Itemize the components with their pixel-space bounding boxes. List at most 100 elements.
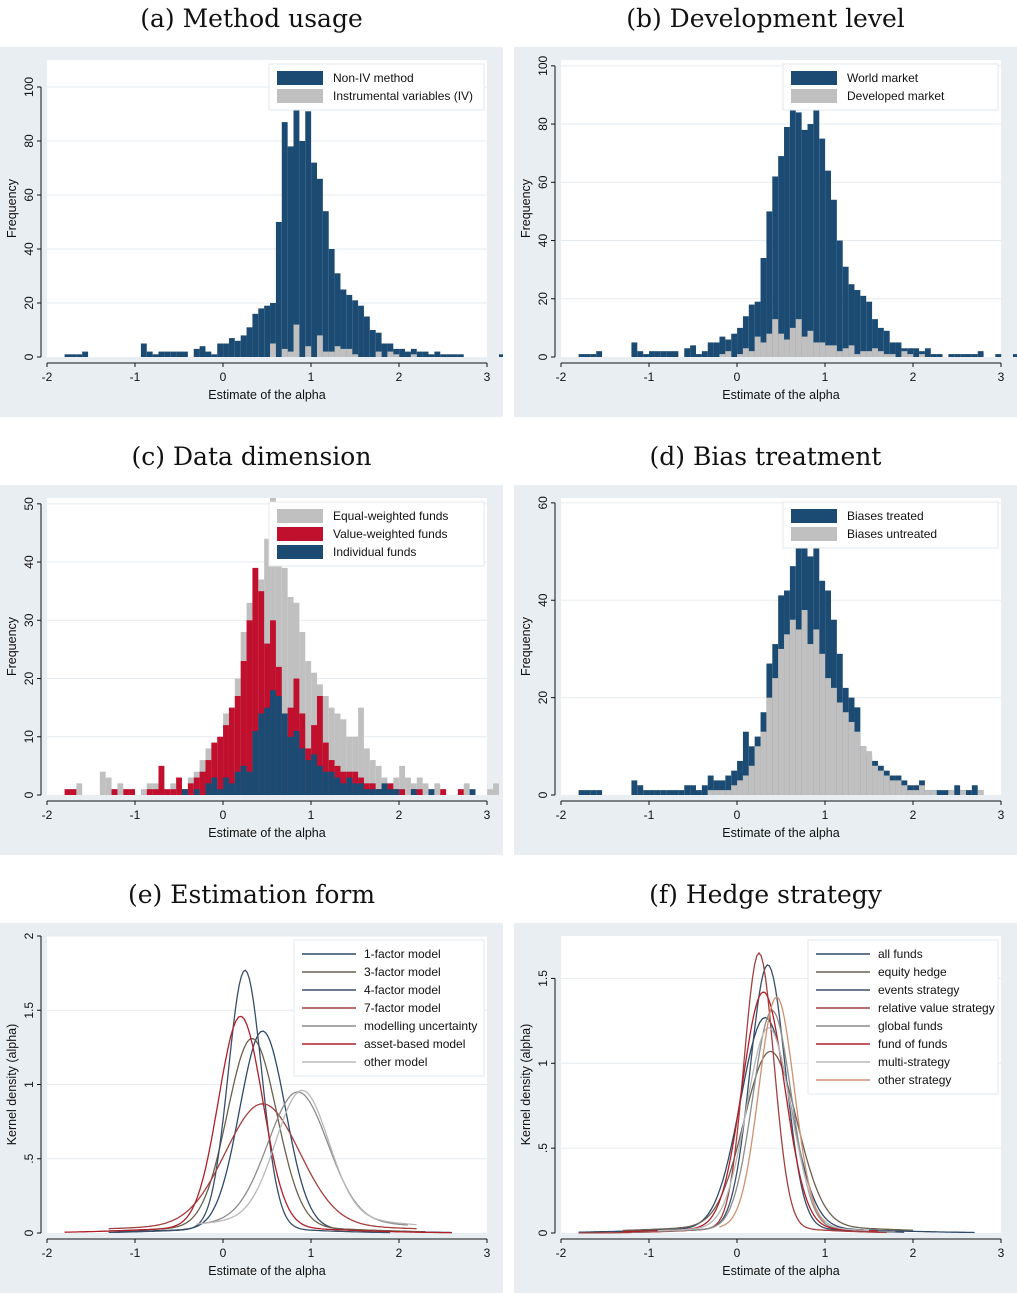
bar — [363, 789, 370, 795]
bar — [919, 785, 925, 795]
x-tick-label: -2 — [556, 1246, 567, 1260]
bar — [287, 597, 294, 795]
x-tick-label: 1 — [822, 370, 829, 384]
bar — [117, 783, 124, 795]
y-tick-label: .5 — [536, 1143, 550, 1153]
bar — [713, 790, 720, 795]
x-tick-label: -2 — [42, 1246, 53, 1260]
legend-label: relative value strategy — [878, 1001, 995, 1015]
y-axis-label: Kernel density (alpha) — [519, 1024, 533, 1146]
bar — [70, 789, 77, 795]
bar — [895, 780, 902, 795]
bar — [316, 696, 323, 795]
bar — [813, 342, 820, 357]
chart-panel-a: 0 20 40 60 80 100 -2 -1 0 1 2 3 Estimate of the alph… — [0, 47, 503, 417]
bar — [76, 783, 83, 795]
bar — [643, 790, 650, 795]
legend-label: 7-factor model — [364, 1001, 441, 1015]
bar — [387, 789, 394, 795]
bar — [228, 338, 235, 357]
bar — [405, 351, 411, 357]
panel-title-e: (e) Estimation form — [127, 880, 376, 909]
bar — [654, 351, 661, 357]
bar — [807, 330, 814, 357]
bar — [352, 783, 359, 795]
bar — [954, 354, 961, 357]
y-tick-label: 20 — [22, 296, 36, 310]
x-tick-label: 0 — [220, 808, 227, 822]
bar — [293, 324, 300, 357]
bar — [690, 345, 696, 357]
series-0 — [64, 97, 503, 358]
bar — [334, 273, 341, 357]
legend-label: multi-strategy — [878, 1055, 950, 1069]
series-2 — [181, 690, 476, 795]
bar — [924, 790, 931, 795]
bar — [965, 790, 972, 795]
x-tick-label: -1 — [130, 808, 141, 822]
bar — [146, 351, 153, 357]
x-tick-label: 2 — [910, 370, 917, 384]
bar — [866, 301, 873, 357]
bar — [825, 170, 831, 357]
bar — [293, 97, 300, 358]
bar — [672, 351, 679, 357]
bar — [352, 771, 359, 795]
bar — [801, 609, 808, 795]
bar — [789, 619, 796, 795]
bar — [883, 775, 890, 795]
bar — [772, 678, 779, 795]
density-line — [64, 1015, 452, 1234]
y-tick-label: 1.5 — [22, 1002, 36, 1019]
y-tick-label: 80 — [22, 134, 36, 148]
bar — [322, 211, 329, 357]
bar — [405, 777, 411, 795]
bar — [737, 780, 743, 795]
y-tick-label: 50 — [22, 497, 36, 511]
bar — [748, 304, 755, 357]
bar — [270, 690, 276, 795]
legend-key — [277, 545, 323, 559]
y-tick-label: 0 — [22, 353, 36, 360]
legend-label: all funds — [878, 947, 923, 961]
bar — [719, 336, 726, 357]
bar — [889, 354, 896, 357]
bar — [211, 777, 218, 795]
bar — [498, 354, 503, 357]
y-tick-label: 60 — [536, 496, 550, 510]
bar — [246, 327, 253, 357]
x-tick-label: -2 — [556, 370, 567, 384]
bar — [977, 351, 984, 357]
bar — [328, 707, 335, 795]
bar — [228, 707, 235, 795]
chart-panel-d: 0 20 40 60 -2 -1 0 1 2 3 Estimate of the alpha Freq… — [514, 485, 1017, 855]
bar — [399, 765, 406, 795]
bar — [707, 790, 714, 795]
bar — [375, 765, 382, 795]
bar — [381, 343, 388, 357]
bar — [322, 351, 329, 357]
bar — [381, 783, 388, 795]
legend-key — [791, 509, 837, 523]
y-tick-label: 2 — [22, 932, 36, 939]
bar — [457, 789, 464, 795]
bar — [954, 785, 961, 795]
x-tick-label: 2 — [396, 1246, 403, 1260]
bar — [369, 789, 376, 795]
bar — [836, 240, 843, 357]
bar — [223, 343, 229, 357]
bar — [140, 789, 147, 795]
bar — [287, 736, 294, 795]
bar — [948, 790, 955, 795]
bar — [346, 777, 353, 795]
bar — [883, 354, 890, 357]
y-axis-label: Kernel density (alpha) — [5, 1024, 19, 1146]
bar — [258, 591, 265, 795]
bar — [654, 790, 661, 795]
bar — [913, 348, 920, 357]
legend-label: modelling uncertainty — [364, 1019, 477, 1033]
bar — [457, 354, 464, 357]
bar — [205, 783, 212, 795]
x-tick-label: 0 — [220, 1246, 227, 1260]
x-tick-label: 3 — [484, 808, 491, 822]
